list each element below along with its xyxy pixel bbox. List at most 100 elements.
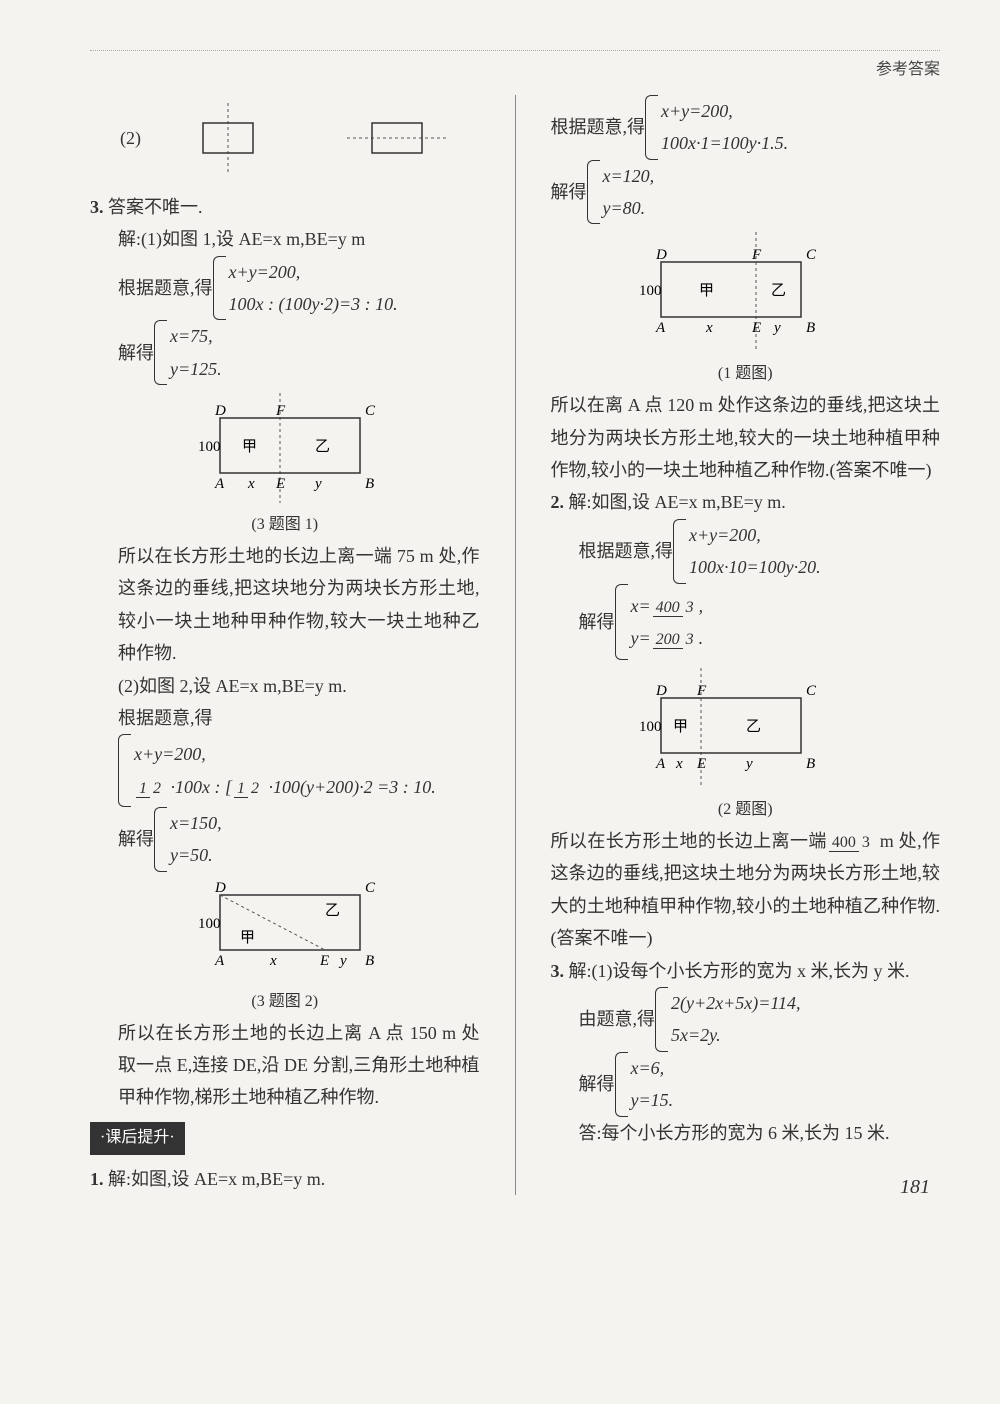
svg-text:x: x <box>675 756 683 772</box>
svg-text:x: x <box>269 953 277 969</box>
q3r-l1: 2(y+2x+5x)=114, <box>671 987 801 1019</box>
eq2-l1: x+y=200, <box>134 738 436 770</box>
svg-text:x: x <box>705 320 713 336</box>
q3r-solve-prefix: 解得 <box>579 1068 615 1100</box>
q3r-l2: 5x=2y. <box>671 1019 801 1051</box>
svg-text:B: B <box>806 756 815 772</box>
q3r-s-l2: y=15. <box>631 1084 674 1116</box>
svg-text:A: A <box>214 953 225 969</box>
q2-l1: x+y=200, <box>689 519 821 551</box>
svg-text:甲: 甲 <box>699 283 714 299</box>
svg-text:F: F <box>751 247 762 263</box>
svg-text:甲: 甲 <box>242 439 257 455</box>
svg-text:E: E <box>751 320 761 336</box>
svg-text:E: E <box>275 476 285 492</box>
fig1-caption: (3 题图 1) <box>90 511 480 540</box>
r1-s-l2: y=80. <box>603 192 655 224</box>
q3-solve1-prefix: 解得 <box>118 337 154 369</box>
q3r-s-l1: x=6, <box>631 1052 674 1084</box>
svg-text:D: D <box>214 403 226 419</box>
section-tag: ·课后提升· <box>90 1122 185 1155</box>
fig2-caption: (3 题图 2) <box>90 988 480 1017</box>
q3-head: 答案不唯一. <box>108 197 203 217</box>
s2-l1: x=150, <box>170 807 222 839</box>
svg-text:E: E <box>696 756 706 772</box>
q2-prefix: 根据题意,得 <box>579 535 674 567</box>
q1-label: 1. <box>90 1169 104 1189</box>
q3r-ans: 答:每个小长方形的宽为 6 米,长为 15 米. <box>551 1117 941 1149</box>
svg-text:甲: 甲 <box>240 930 255 946</box>
figB-caption: (2 题图) <box>551 796 941 825</box>
svg-text:y: y <box>338 953 347 969</box>
q3-label: 3. <box>90 197 104 217</box>
svg-text:甲: 甲 <box>673 719 688 735</box>
svg-text:D: D <box>655 683 667 699</box>
svg-text:100: 100 <box>198 439 221 455</box>
svg-text:C: C <box>365 880 376 896</box>
left-column: (2) 3. 答案不唯一. 解:(1)如图 1,设 AE=x m,BE=y m … <box>90 95 480 1195</box>
svg-text:B: B <box>806 320 815 336</box>
eq2-l2: 12 ·100x : [12 ·100(y+200)·2 =3 : 10. <box>134 771 436 803</box>
fig-r1: D F C 100 甲 乙 A x E y B <box>611 232 831 352</box>
item2-label: (2) <box>120 122 141 154</box>
q3-sol1b-prefix: 根据题意,得 <box>118 272 213 304</box>
q3r-label: 3. <box>551 961 565 981</box>
q2-s-l1: x=4003, <box>631 590 704 622</box>
svg-text:乙: 乙 <box>746 719 761 735</box>
svg-text:乙: 乙 <box>771 283 786 299</box>
svg-text:A: A <box>214 476 225 492</box>
fig-3-2: D C 100 乙 甲 A x E y B <box>170 880 390 980</box>
q2-solve-prefix: 解得 <box>579 606 615 638</box>
eq1-l1: x+y=200, <box>229 256 398 288</box>
q3-solve2-prefix: 解得 <box>118 823 154 855</box>
q3-sol1a: 解:(1)如图 1,设 AE=x m,BE=y m <box>90 223 480 255</box>
figA-caption: (1 题图) <box>551 360 941 389</box>
svg-text:B: B <box>365 953 374 969</box>
svg-text:F: F <box>696 683 707 699</box>
svg-text:C: C <box>365 403 376 419</box>
svg-text:D: D <box>655 247 667 263</box>
r1-solve-prefix: 解得 <box>551 176 587 208</box>
page-number: 181 <box>900 1169 930 1205</box>
svg-text:乙: 乙 <box>315 439 330 455</box>
svg-text:F: F <box>275 403 286 419</box>
right-column: 根据题意,得 x+y=200, 100x·1=100y·1.5. 解得 x=12… <box>551 95 941 1195</box>
q2-label: 2. <box>551 492 565 512</box>
header-title: 参考答案 <box>90 56 940 85</box>
r1-para: 所以在离 A 点 120 m 处作这条边的垂线,把这块土地分为两块长方形土地,较… <box>551 389 941 486</box>
svg-text:D: D <box>214 880 226 896</box>
r1-prefix: 根据题意,得 <box>551 111 646 143</box>
small-box-2 <box>347 103 447 173</box>
svg-text:y: y <box>313 476 322 492</box>
q3-sol2a: (2)如图 2,设 AE=x m,BE=y m. <box>90 670 480 702</box>
q3-para2: 所以在长方形土地的长边上离 A 点 150 m 处取一点 E,连接 DE,沿 D… <box>90 1017 480 1114</box>
svg-text:100: 100 <box>639 283 662 299</box>
q2-head: 解:如图,设 AE=x m,BE=y m. <box>569 492 786 512</box>
q2-l2: 100x·10=100y·20. <box>689 551 821 583</box>
fig-3-1: D F C 100 甲 乙 A x E y B <box>170 393 390 503</box>
svg-text:C: C <box>806 247 817 263</box>
svg-text:A: A <box>655 320 666 336</box>
eq1-l2: 100x : (100y·2)=3 : 10. <box>229 288 398 320</box>
svg-text:B: B <box>365 476 374 492</box>
small-box-1 <box>193 103 263 173</box>
svg-text:A: A <box>655 756 666 772</box>
r1-s-l1: x=120, <box>603 160 655 192</box>
svg-text:y: y <box>772 320 781 336</box>
svg-text:100: 100 <box>639 719 662 735</box>
fig-r2: D F C 100 甲 乙 A x E y B <box>611 668 831 788</box>
svg-text:乙: 乙 <box>325 903 340 919</box>
q3r-prefix: 由题意,得 <box>579 1003 656 1035</box>
svg-text:x: x <box>247 476 255 492</box>
svg-text:C: C <box>806 683 817 699</box>
q2-para: 所以在长方形土地的长边上离一端4003 m 处,作这条边的垂线,把这块土地分为两… <box>551 825 941 955</box>
q2-s-l2: y=2003. <box>631 622 704 654</box>
svg-text:100: 100 <box>198 916 221 932</box>
q3-sol2b: 根据题意,得 <box>90 702 480 734</box>
r1-l1: x+y=200, <box>661 95 788 127</box>
q3-para1: 所以在长方形土地的长边上离一端 75 m 处,作这条边的垂线,把这块地分为两块长… <box>90 540 480 670</box>
svg-text:E: E <box>319 953 329 969</box>
s2-l2: y=50. <box>170 839 222 871</box>
s1-l1: x=75, <box>170 320 222 352</box>
svg-text:y: y <box>744 756 753 772</box>
